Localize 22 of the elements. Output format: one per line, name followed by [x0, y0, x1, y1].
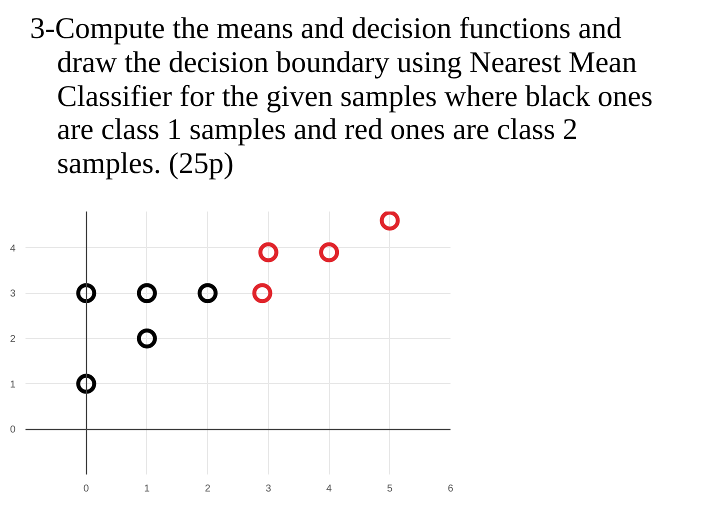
point: [252, 283, 272, 304]
x-tick-label: 1: [144, 484, 150, 494]
x-tick-label: 5: [387, 484, 394, 494]
point: [136, 283, 157, 304]
y-tick-label: 3: [10, 288, 16, 300]
point: [76, 283, 96, 304]
point: [136, 328, 157, 348]
x-tick-label: 0: [83, 484, 90, 494]
point: [319, 242, 340, 262]
point: [76, 374, 96, 394]
y-tick-label: 0: [10, 424, 16, 436]
x-tick-label: 6: [448, 484, 454, 494]
point: [258, 242, 278, 262]
chart-title: 3-Compute the means and decision functions and draw the decision boundary using Nearest Mean Classifier for the given samples where black ones are class 1 samples and red ones are class 2 samples. (25p): [29, 12, 653, 181]
y-tick-label: 4: [10, 243, 16, 254]
x-tick-label: 3: [266, 484, 272, 494]
x-tick-label: 4: [326, 484, 332, 494]
point: [380, 212, 400, 231]
y-tick-label: 1: [10, 379, 16, 390]
y-tick-label: 2: [10, 334, 16, 345]
point: [198, 283, 218, 304]
x-tick-label: 2: [204, 484, 211, 494]
